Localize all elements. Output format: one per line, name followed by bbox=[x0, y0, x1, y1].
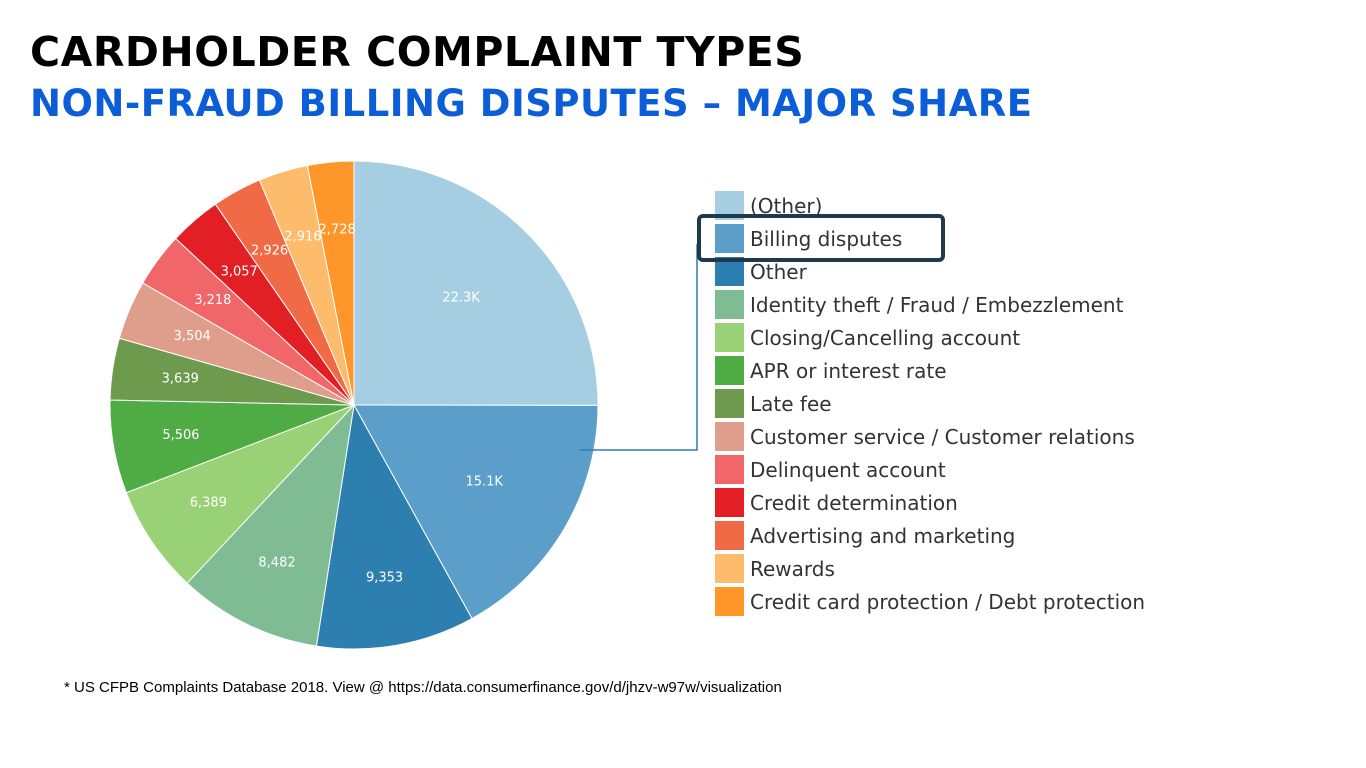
source-footnote: * US CFPB Complaints Database 2018. View… bbox=[64, 679, 782, 696]
legend-label-0: (Other) bbox=[750, 193, 823, 218]
pie-label-4: 6,389 bbox=[190, 496, 227, 511]
legend-label-7: Customer service / Customer relations bbox=[750, 424, 1135, 449]
pie-label-2: 9,353 bbox=[366, 570, 403, 585]
legend-label-1: Billing disputes bbox=[750, 226, 903, 251]
pie-slice-3 bbox=[186, 403, 355, 647]
pie-label-7: 3,504 bbox=[174, 329, 211, 344]
pie-label-0: 22.3K bbox=[442, 291, 480, 306]
legend-label-11: Rewards bbox=[750, 556, 835, 581]
pie-label-9: 3,057 bbox=[221, 264, 258, 279]
legend-swatch-8 bbox=[715, 455, 744, 484]
pie-data-labels: 22.3K 15.1K 9,353 8,482 6,389 5,506 3,639 3,504… bbox=[162, 223, 504, 586]
pie-label-3: 8,482 bbox=[258, 555, 295, 570]
legend-swatch-4 bbox=[715, 323, 744, 352]
pie-label-8: 3,218 bbox=[194, 293, 231, 308]
legend-swatch-7 bbox=[715, 422, 744, 451]
legend-label-10: Advertising and marketing bbox=[750, 523, 1016, 548]
pie-slice-12 bbox=[306, 160, 355, 406]
pie-label-12: 2,728 bbox=[319, 223, 356, 238]
legend-swatch-6 bbox=[715, 389, 744, 418]
legend-label-9: Credit determination bbox=[750, 490, 958, 515]
pie-label-1: 15.1K bbox=[465, 474, 503, 489]
callout-line bbox=[580, 244, 698, 451]
legend-swatch-10 bbox=[715, 521, 744, 550]
legend-label-12: Credit card protection / Debt protection bbox=[750, 589, 1146, 614]
legend-label-2: Other bbox=[750, 259, 807, 284]
legend-swatch-1 bbox=[715, 224, 744, 253]
legend-label-4: Closing/Cancelling account bbox=[750, 325, 1021, 350]
pie-label-10: 2,926 bbox=[251, 243, 288, 258]
pie-slice-0 bbox=[353, 160, 599, 406]
legend-item-7: Customer service / Customer relations bbox=[715, 420, 1145, 453]
legend-item-1: Billing disputes bbox=[715, 222, 1145, 255]
legend-item-4: Closing/Cancelling account bbox=[715, 321, 1145, 354]
chart-legend: (Other) Billing disputes Other Identity the… bbox=[715, 189, 1145, 618]
pie-label-5: 5,506 bbox=[162, 428, 199, 443]
legend-item-5: APR or interest rate bbox=[715, 354, 1145, 387]
legend-item-6: Late fee bbox=[715, 387, 1145, 420]
legend-label-6: Late fee bbox=[750, 391, 832, 416]
pie-slice-4 bbox=[125, 404, 355, 584]
legend-item-11: Rewards bbox=[715, 552, 1145, 585]
slide-title: CARDHOLDER COMPLAINT TYPES bbox=[30, 28, 805, 76]
pie-label-11: 2,916 bbox=[284, 229, 321, 244]
legend-label-3: Identity theft / Fraud / Embezzlement bbox=[750, 292, 1124, 317]
legend-label-8: Delinquent account bbox=[750, 457, 946, 482]
legend-label-5: APR or interest rate bbox=[750, 358, 947, 383]
legend-item-3: Identity theft / Fraud / Embezzlement bbox=[715, 288, 1145, 321]
legend-item-12: Credit card protection / Debt protection bbox=[715, 585, 1145, 618]
legend-swatch-12 bbox=[715, 587, 744, 616]
billing-disputes-highlight-box bbox=[697, 214, 945, 262]
legend-item-9: Credit determination bbox=[715, 486, 1145, 519]
pie-slice-2 bbox=[315, 403, 473, 650]
pie-slices bbox=[109, 160, 599, 650]
pie-label-6: 3,639 bbox=[162, 371, 199, 386]
legend-swatch-3 bbox=[715, 290, 744, 319]
pie-slice-1 bbox=[353, 404, 599, 620]
slide-subtitle: NON-FRAUD BILLING DISPUTES – MAJOR SHARE bbox=[30, 82, 1033, 125]
legend-item-10: Advertising and marketing bbox=[715, 519, 1145, 552]
legend-swatch-11 bbox=[715, 554, 744, 583]
legend-swatch-5 bbox=[715, 356, 744, 385]
legend-swatch-9 bbox=[715, 488, 744, 517]
legend-item-8: Delinquent account bbox=[715, 453, 1145, 486]
